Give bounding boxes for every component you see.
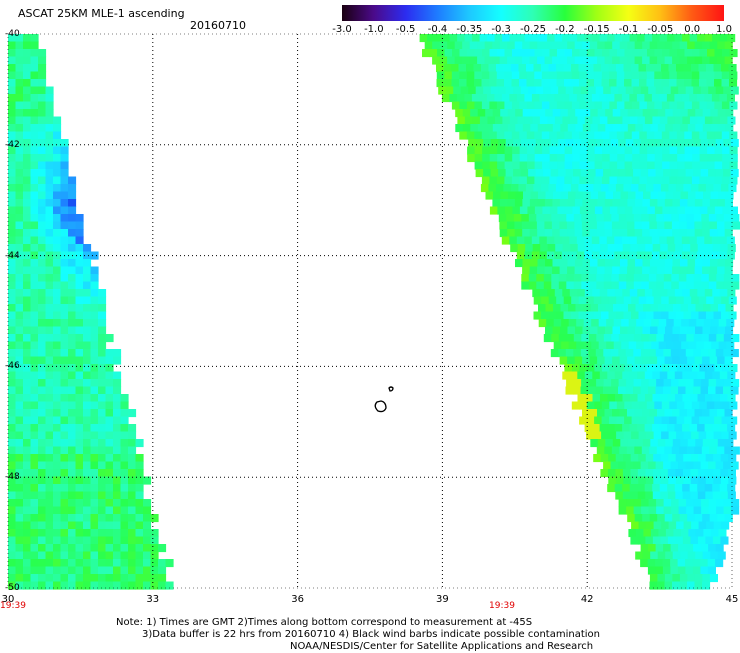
colorbar-tick-label: -0.35 bbox=[456, 24, 483, 35]
map-frame bbox=[7, 33, 733, 589]
latitude-label: -44 bbox=[5, 250, 20, 261]
footnotes: Note: 1) Times are GMT 2)Times along bot… bbox=[116, 617, 600, 653]
colorbar-tick-label: -0.2 bbox=[555, 24, 575, 35]
island-outline bbox=[374, 386, 394, 413]
colorbar bbox=[342, 5, 724, 21]
latitude-label: -48 bbox=[5, 472, 20, 483]
colorbar-tick-label: 1.0 bbox=[716, 24, 732, 35]
longitude-label: 45 bbox=[725, 594, 739, 605]
colorbar-tick-label: -1.0 bbox=[364, 24, 384, 35]
latitude-label: -50 bbox=[5, 583, 20, 593]
colorbar-tick-label: 0.0 bbox=[684, 24, 701, 35]
longitude-label: 30 bbox=[1, 594, 15, 605]
map-date: 20160710 bbox=[190, 19, 246, 32]
time-label-left: 19:39 bbox=[0, 601, 26, 611]
longitude-label: 42 bbox=[580, 594, 594, 605]
map-title: ASCAT 25KM MLE-1 ascending bbox=[18, 7, 185, 20]
colorbar-tick-label: -0.4 bbox=[427, 24, 448, 35]
colorbar-tick-label: -0.15 bbox=[583, 24, 610, 35]
longitude-label: 33 bbox=[146, 594, 160, 605]
longitude-label: 39 bbox=[436, 594, 449, 605]
colorbar-tick-label: -3.0 bbox=[332, 24, 352, 35]
note-line-1: Note: 1) Times are GMT 2)Times along bot… bbox=[116, 617, 533, 628]
colorbar-tick-label: -0.3 bbox=[491, 24, 511, 35]
colorbar-tick-label: -0.25 bbox=[520, 24, 546, 35]
latitude-label: -46 bbox=[5, 361, 20, 372]
colorbar-tick-label: -0.05 bbox=[647, 24, 674, 35]
colorbar-tick-label: -0.1 bbox=[618, 24, 639, 35]
latitude-label: -40 bbox=[5, 29, 20, 39]
credit-line: NOAA/NESDIS/Center for Satellite Applica… bbox=[290, 641, 594, 652]
longitude-label: 36 bbox=[291, 594, 304, 605]
graticule bbox=[7, 33, 733, 589]
colorbar-tick-label: -0.5 bbox=[395, 24, 416, 35]
colorbar-gradient bbox=[342, 5, 724, 21]
note-line-2: 3)Data buffer is 22 hrs from 20160710 4)… bbox=[142, 629, 600, 640]
swath-cells bbox=[8, 34, 740, 590]
time-label-mid: 19:39 bbox=[489, 601, 515, 611]
latitude-label: -42 bbox=[5, 139, 20, 150]
